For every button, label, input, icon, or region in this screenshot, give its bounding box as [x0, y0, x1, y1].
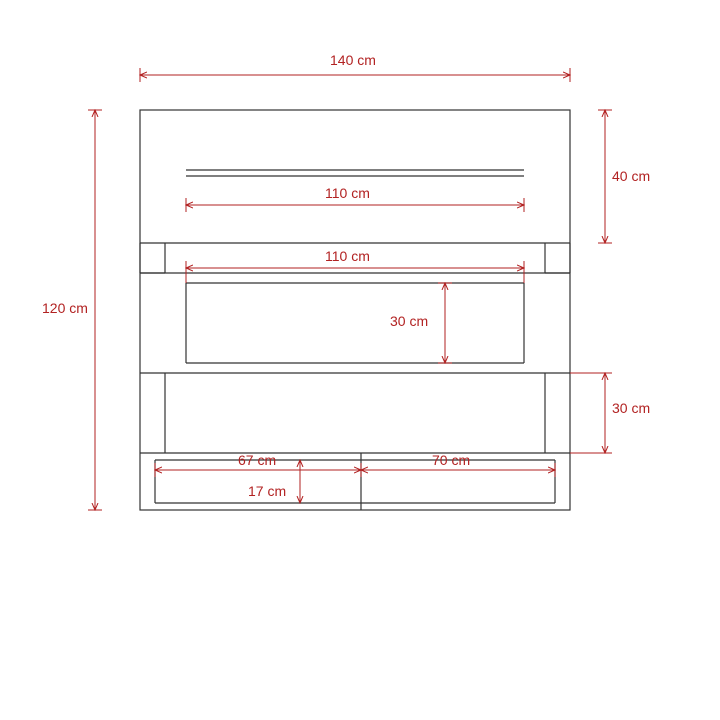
label-left-height: 120 cm	[42, 300, 88, 316]
label-drawer-left-w: 67 cm	[238, 452, 276, 468]
label-top-panel-h: 40 cm	[612, 168, 650, 184]
label-drawer-right-w: 70 cm	[432, 452, 470, 468]
label-drawer-h: 17 cm	[248, 483, 286, 499]
diagram-canvas: 140 cm 120 cm 40 cm 110 cm 110 cm 30 cm …	[0, 0, 720, 720]
label-lower-gap-h: 30 cm	[612, 400, 650, 416]
label-mid-shelf-h: 30 cm	[390, 313, 428, 329]
diagram-svg	[0, 0, 720, 720]
label-mid-shelf-w: 110 cm	[325, 248, 370, 264]
label-top-width: 140 cm	[330, 52, 376, 68]
label-top-slot-w: 110 cm	[325, 185, 370, 201]
